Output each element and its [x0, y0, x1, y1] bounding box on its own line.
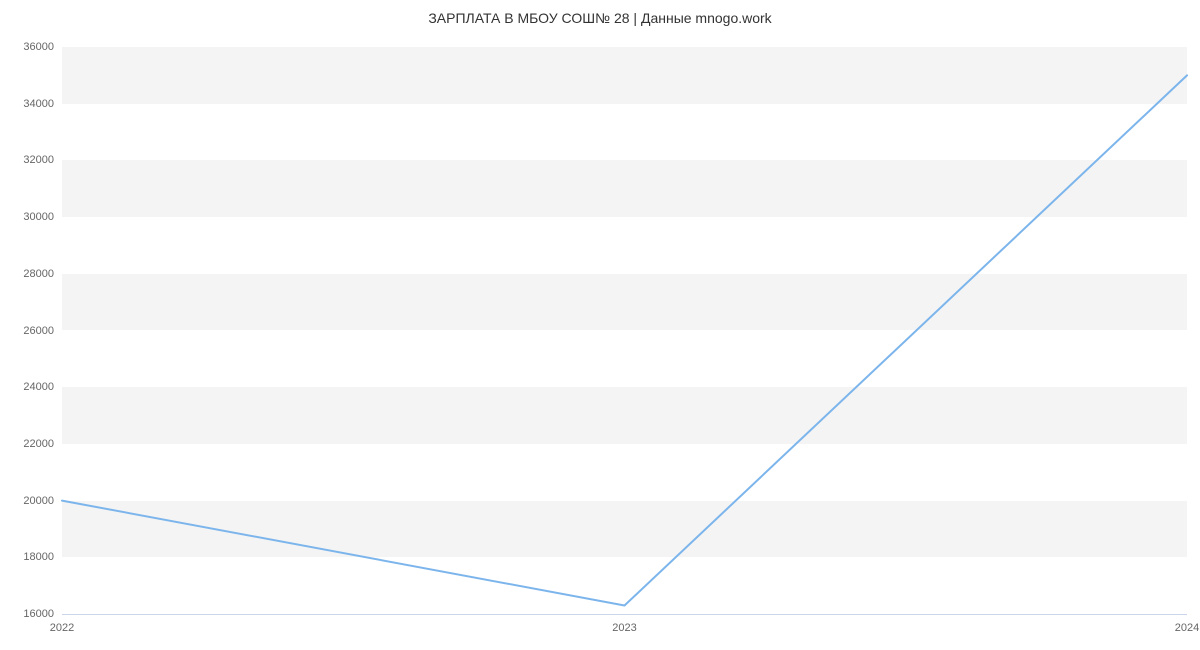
line-series: [62, 47, 1187, 614]
y-axis-tick-label: 32000: [23, 154, 62, 166]
y-axis-tick-label: 22000: [23, 438, 62, 450]
y-axis-tick-label: 20000: [23, 495, 62, 507]
y-axis-tick-label: 18000: [23, 551, 62, 563]
x-axis-tick-label: 2024: [1175, 614, 1199, 634]
y-axis-tick-label: 26000: [23, 325, 62, 337]
y-axis-tick-label: 28000: [23, 268, 62, 280]
plot-area: 1600018000200002200024000260002800030000…: [62, 47, 1187, 614]
series-line: [62, 75, 1187, 605]
x-axis-tick-label: 2022: [50, 614, 74, 634]
salary-line-chart: ЗАРПЛАТА В МБОУ СОШ№ 28 | Данные mnogo.w…: [0, 0, 1200, 650]
y-axis-tick-label: 34000: [23, 98, 62, 110]
y-axis-tick-label: 36000: [23, 41, 62, 53]
y-axis-tick-label: 24000: [23, 381, 62, 393]
chart-title: ЗАРПЛАТА В МБОУ СОШ№ 28 | Данные mnogo.w…: [0, 10, 1200, 26]
y-axis-tick-label: 30000: [23, 211, 62, 223]
x-axis-tick-label: 2023: [612, 614, 636, 634]
